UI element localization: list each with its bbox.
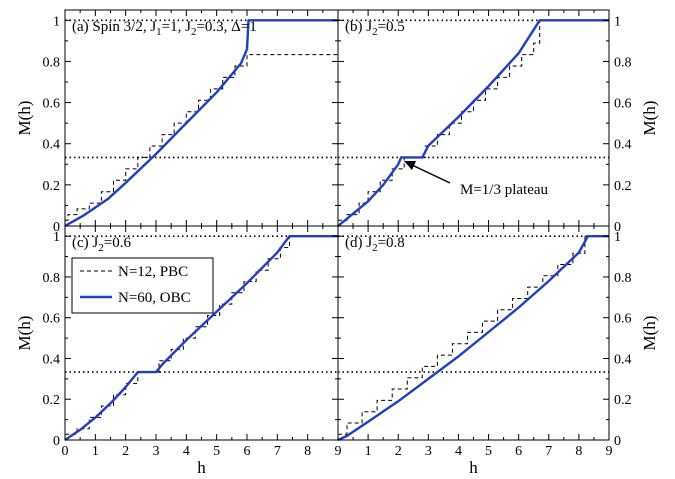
panel-d: 1 2 3 4 5 6 7 8 900.20.40.60.81(d) J2=0.8M(h)h xyxy=(337,225,659,477)
subscript: 1 xyxy=(156,26,162,38)
y-tick-label-right: 1 xyxy=(614,230,621,245)
panel-c: 0 1 2 3 4 5 6 7 8 900.20.40.60.81 (c) J2=0.6M(h)h xyxy=(15,225,342,477)
y-tick-label-right: 0.2 xyxy=(614,179,632,194)
y-tick-label: 0.2 xyxy=(43,393,61,408)
x-tick-label-5: 5 xyxy=(213,444,220,459)
y-tick-label: 0.8 xyxy=(43,271,61,286)
annotation-layer: M=1/3 plateau xyxy=(404,161,549,198)
x-tick-label-2: 2 xyxy=(122,444,129,459)
panel-title-c: (c) J2=0.6 xyxy=(72,235,131,254)
title-text: (b) J xyxy=(345,19,372,35)
x-axis-title: h xyxy=(197,458,206,477)
x-tick-label-5: 5 xyxy=(485,444,492,459)
y-tick-label-right: 0.8 xyxy=(614,271,632,286)
x-tick-label-3: 3 xyxy=(425,444,432,459)
x-tick-label-3: 3 xyxy=(153,444,160,459)
series-obc-a xyxy=(64,19,338,228)
y-tick-label: 0.6 xyxy=(43,312,61,327)
x-tick-label-7: 7 xyxy=(274,444,281,459)
x-axis-title: h xyxy=(469,458,478,477)
annotation-arrow xyxy=(411,164,451,184)
x-tick-label-2: 2 xyxy=(395,444,402,459)
x-tick-label-8: 8 xyxy=(575,444,582,459)
x-tick-label-9: 9 xyxy=(335,444,342,459)
x-tick-label-8: 8 xyxy=(304,444,311,459)
y-axis-title: M(h) xyxy=(15,101,34,136)
x-tick-label-6: 6 xyxy=(515,444,522,459)
y-tick-label: 1 xyxy=(53,14,60,29)
x-tick-label-6: 6 xyxy=(244,444,251,459)
y-tick-label-right: 1 xyxy=(614,14,621,29)
legend-box xyxy=(71,257,214,314)
y-tick-label: 0.2 xyxy=(43,179,61,194)
y-tick-label-right: 0.6 xyxy=(614,312,632,327)
y-axis-title: M(h) xyxy=(15,316,34,351)
panel-frame-a xyxy=(64,9,339,227)
y-tick-label-right: 0.2 xyxy=(614,393,632,408)
y-axis-title-right: M(h) xyxy=(640,101,659,136)
x-tick-label-4: 4 xyxy=(183,444,190,459)
y-tick-label-right: 0 xyxy=(614,434,621,449)
series-pbc-d xyxy=(338,235,609,435)
subscript: 2 xyxy=(372,26,378,38)
series-pbc-b xyxy=(338,19,609,221)
title-text: =0.8 xyxy=(378,235,405,251)
title-text: =0.3, Δ=1 xyxy=(196,19,256,35)
series-obc-c xyxy=(64,235,338,441)
panel-title-b: (b) J2=0.5 xyxy=(345,19,405,38)
panels-layer: 00.20.40.60.81 (a) Spin 3/2, J1=1, J2=0.3… xyxy=(15,9,659,477)
y-tick-label-right: 0.4 xyxy=(614,138,632,153)
legend-label-pbc: N=12, PBC xyxy=(118,264,188,280)
title-text: (a) Spin 3/2, J xyxy=(72,19,156,35)
title-text: =1, J xyxy=(162,19,191,35)
series-obc-b xyxy=(337,19,609,227)
x-tick-label-1: 1 xyxy=(92,444,99,459)
x-tick-label-4: 4 xyxy=(455,444,462,459)
legend: N=12, PBC N=60, OBC xyxy=(71,257,214,314)
panel-a: 00.20.40.60.81 (a) Spin 3/2, J1=1, J2=0.3… xyxy=(15,9,339,235)
y-tick-label: 0.4 xyxy=(43,138,61,153)
annotation-arrowhead xyxy=(404,161,416,170)
y-tick-label-right: 0.6 xyxy=(614,97,632,112)
y-tick-label: 0.4 xyxy=(43,352,61,367)
panel-title-d: (d) J2=0.8 xyxy=(345,235,405,254)
panel-b: 0 0.2 0.4 0.6 0.8 1 (b) J2=0.5 M(h) xyxy=(337,9,659,235)
subscript: 2 xyxy=(372,242,378,254)
title-text: =0.6 xyxy=(104,235,132,251)
panel-title-a: (a) Spin 3/2, J1=1, J2=0.3, Δ=1 xyxy=(72,19,257,38)
y-tick-label: 0 xyxy=(53,434,60,449)
subscript: 2 xyxy=(98,242,104,254)
x-tick-label-7: 7 xyxy=(545,444,552,459)
y-tick-label: 0.8 xyxy=(43,55,61,70)
y-tick-label: 0 xyxy=(53,220,60,235)
panel-frame-d xyxy=(337,225,610,441)
y-tick-label-right: 0.4 xyxy=(614,352,632,367)
y-tick-label-right: 0 xyxy=(614,220,621,235)
subscript: 2 xyxy=(191,26,197,38)
annotation-plateau: M=1/3 plateau xyxy=(460,182,549,198)
title-text: =0.5 xyxy=(378,19,405,35)
y-tick-label: 0.6 xyxy=(43,97,61,112)
x-tick-label-0: 0 xyxy=(62,444,69,459)
series-obc-d xyxy=(337,235,609,442)
title-text: (c) J xyxy=(72,235,98,251)
legend-label-obc: N=60, OBC xyxy=(118,290,191,306)
y-tick-label: 1 xyxy=(53,230,60,245)
x-tick-label-9: 9 xyxy=(606,444,613,459)
title-text: (d) J xyxy=(345,235,372,251)
x-tick-label-1: 1 xyxy=(365,444,372,459)
y-axis-title-right: M(h) xyxy=(640,316,659,351)
y-tick-label-right: 0.8 xyxy=(614,55,632,70)
series-pbc-a xyxy=(65,54,338,221)
